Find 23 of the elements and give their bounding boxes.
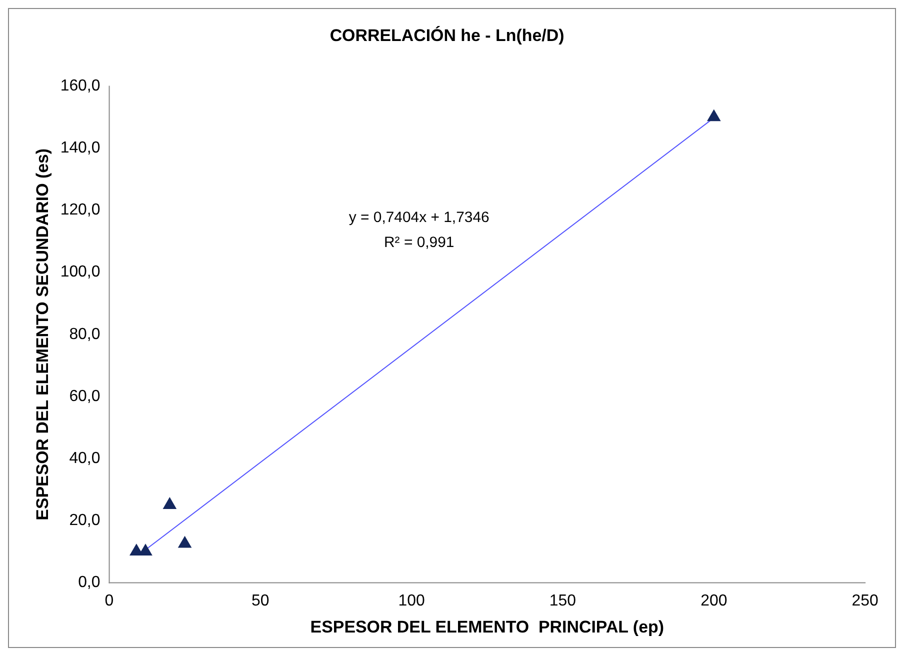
chart-title: CORRELACIÓN he - Ln(he/D) — [330, 24, 564, 45]
x-tick-label: 250 — [852, 592, 879, 610]
y-axis-title: ESPESOR DEL ELEMENTO SECUNDARIO (es) — [32, 148, 52, 520]
x-tick-label: 0 — [104, 592, 114, 610]
point — [178, 536, 192, 548]
y-tick-label: 100,0 — [60, 264, 100, 281]
y-tick-label: 140,0 — [60, 140, 100, 157]
annotation: R² = 0,991 — [384, 234, 454, 251]
y-tick-label: 40,0 — [69, 450, 100, 467]
x-tick-label: 200 — [700, 592, 728, 610]
x-tick-label: 50 — [252, 592, 270, 610]
point — [163, 498, 176, 510]
y-tick-label: 0,0 — [78, 574, 100, 591]
y-tick-label: 160,0 — [60, 78, 100, 95]
point — [707, 110, 720, 122]
y-tick-label: 80,0 — [69, 326, 100, 343]
y-tick-label: 20,0 — [69, 512, 100, 529]
annotation: y = 0,7404x + 1,7346 — [348, 208, 490, 226]
y-tick-label: 60,0 — [69, 388, 100, 405]
y-tick-label: 120,0 — [60, 202, 100, 219]
x-axis-title: ESPESOR DEL ELEMENTO PRINCIPAL (ep) — [310, 618, 664, 637]
x-tick-label: 100 — [398, 592, 425, 610]
x-tick-label: 150 — [549, 592, 576, 610]
